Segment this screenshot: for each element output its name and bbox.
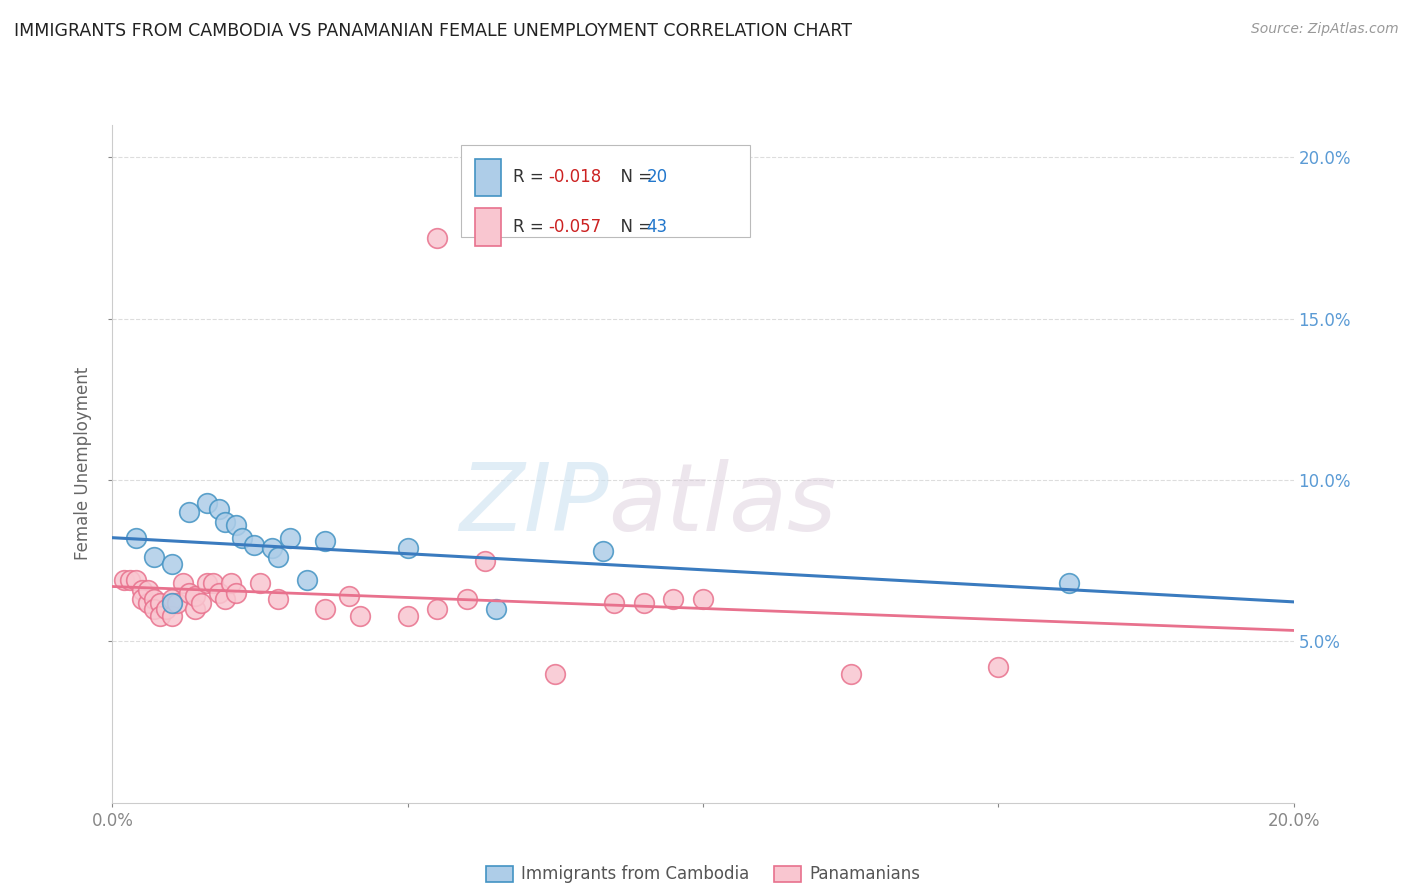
Point [243, 537, 266, 551]
Point [201, 576, 224, 591]
Point [314, 602, 336, 616]
Point [260, 541, 283, 555]
Point [179, 586, 201, 600]
Text: R =: R = [513, 218, 548, 235]
Point [142, 602, 165, 616]
Point [160, 596, 183, 610]
Point [166, 596, 188, 610]
Point [142, 592, 165, 607]
Text: 20: 20 [647, 169, 668, 186]
Point [249, 576, 271, 591]
Y-axis label: Female Unemployment: Female Unemployment [75, 368, 93, 560]
Point [179, 505, 201, 519]
Point [426, 231, 449, 245]
Point [839, 666, 862, 681]
Point [112, 573, 135, 587]
Point [337, 589, 360, 603]
Point [544, 666, 567, 681]
Point [136, 582, 159, 597]
Text: atlas: atlas [609, 459, 837, 550]
Point [155, 602, 177, 616]
Point [603, 596, 626, 610]
Point [633, 596, 655, 610]
Point [474, 554, 496, 568]
Point [184, 602, 207, 616]
Point [136, 596, 159, 610]
Point [592, 544, 614, 558]
Point [219, 576, 242, 591]
Point [314, 534, 336, 549]
Point [120, 573, 142, 587]
Text: N =: N = [610, 169, 657, 186]
Point [160, 592, 183, 607]
Point [662, 592, 685, 607]
Point [160, 557, 183, 571]
Point [987, 660, 1010, 674]
Point [214, 592, 236, 607]
Point [267, 550, 290, 565]
Point [131, 592, 153, 607]
Point [208, 502, 231, 516]
Point [297, 573, 319, 587]
Point [278, 531, 301, 545]
Point [1057, 576, 1080, 591]
Point [692, 592, 714, 607]
FancyBboxPatch shape [475, 208, 501, 245]
Legend: Immigrants from Cambodia, Panamanians: Immigrants from Cambodia, Panamanians [479, 859, 927, 890]
Point [208, 586, 231, 600]
Point [190, 596, 212, 610]
Point [195, 495, 218, 509]
Point [149, 596, 172, 610]
Point [195, 576, 218, 591]
Point [485, 602, 508, 616]
Point [426, 602, 449, 616]
Point [396, 541, 419, 555]
Point [172, 576, 194, 591]
Point [214, 515, 236, 529]
FancyBboxPatch shape [461, 145, 751, 236]
Text: R =: R = [513, 169, 548, 186]
Point [142, 550, 165, 565]
Point [125, 531, 148, 545]
Text: ZIP: ZIP [458, 459, 609, 550]
Point [160, 608, 183, 623]
Point [267, 592, 290, 607]
Point [225, 518, 247, 533]
Text: N =: N = [610, 218, 657, 235]
Point [349, 608, 371, 623]
Text: -0.018: -0.018 [548, 169, 602, 186]
Point [456, 592, 478, 607]
Point [125, 573, 148, 587]
Point [231, 531, 253, 545]
FancyBboxPatch shape [475, 159, 501, 196]
Text: IMMIGRANTS FROM CAMBODIA VS PANAMANIAN FEMALE UNEMPLOYMENT CORRELATION CHART: IMMIGRANTS FROM CAMBODIA VS PANAMANIAN F… [14, 22, 852, 40]
Text: Source: ZipAtlas.com: Source: ZipAtlas.com [1251, 22, 1399, 37]
Point [225, 586, 247, 600]
Point [149, 608, 172, 623]
Point [184, 589, 207, 603]
Text: 43: 43 [647, 218, 668, 235]
Point [131, 582, 153, 597]
Text: -0.057: -0.057 [548, 218, 602, 235]
Point [396, 608, 419, 623]
